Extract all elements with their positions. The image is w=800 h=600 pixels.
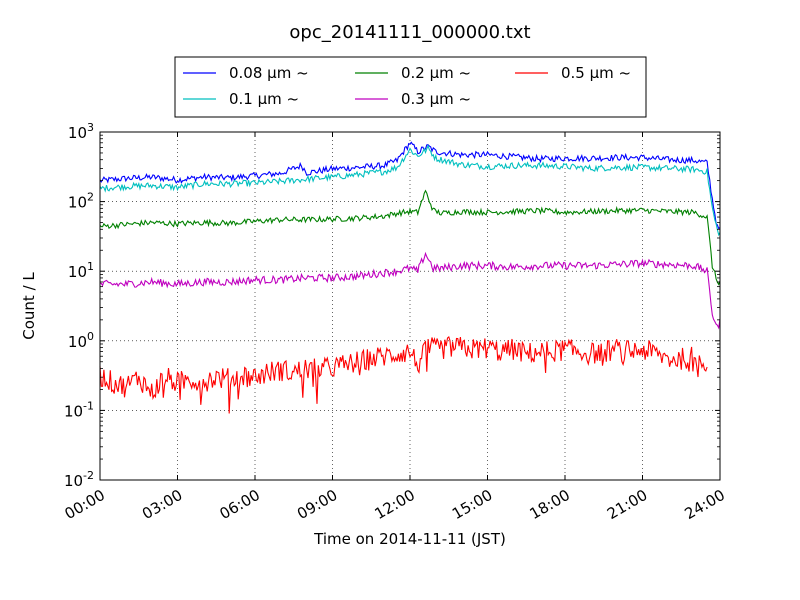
y-tick-label: 103 bbox=[68, 121, 94, 142]
series-line bbox=[99, 251, 721, 330]
y-tick-label: 102 bbox=[68, 191, 94, 212]
series-line bbox=[99, 335, 708, 414]
chart-title: opc_20141111_000000.txt bbox=[289, 22, 530, 43]
x-tick-label: 18:00 bbox=[527, 486, 573, 523]
x-axis-ticks: 00:00 03:00 06:00 09:00 12:00 15:00 18:00 21:00… bbox=[62, 132, 728, 523]
y-axis-title: Count / L bbox=[20, 272, 38, 340]
y-tick-label: 10-1 bbox=[64, 399, 94, 420]
legend-label: 0.3 μm ~ bbox=[401, 90, 471, 108]
x-tick-label: 24:00 bbox=[682, 486, 728, 523]
x-tick-label: 03:00 bbox=[139, 486, 185, 523]
x-tick-label: 21:00 bbox=[604, 486, 650, 523]
series-line bbox=[99, 141, 721, 230]
x-tick-label: 00:00 bbox=[62, 486, 108, 523]
y-tick-label: 100 bbox=[68, 330, 94, 351]
series-line bbox=[99, 144, 721, 237]
legend-label: 0.1 μm ~ bbox=[229, 90, 299, 108]
x-tick-label: 09:00 bbox=[294, 486, 340, 523]
y-tick-label: 101 bbox=[68, 260, 94, 281]
series-layer bbox=[99, 141, 721, 414]
x-tick-label: 12:00 bbox=[372, 486, 418, 523]
x-tick-label: 15:00 bbox=[449, 486, 495, 523]
legend: 0.08 μm ~ 0.1 μm ~ 0.2 μm ~ 0.3 μm ~ 0.5 μm … bbox=[174, 56, 647, 118]
legend-box bbox=[174, 56, 647, 118]
legend-label: 0.08 μm ~ bbox=[229, 64, 309, 82]
x-tick-label: 06:00 bbox=[217, 486, 263, 523]
y-axis-ticks: 10-2 10-1 100 101 102 103 bbox=[64, 121, 720, 490]
grid bbox=[100, 132, 720, 480]
x-axis-title: Time on 2014-11-11 (JST) bbox=[313, 530, 506, 548]
legend-label: 0.5 μm ~ bbox=[561, 64, 631, 82]
y-tick-label: 10-2 bbox=[64, 469, 94, 490]
series-line bbox=[99, 189, 721, 286]
legend-label: 0.2 μm ~ bbox=[401, 64, 471, 82]
